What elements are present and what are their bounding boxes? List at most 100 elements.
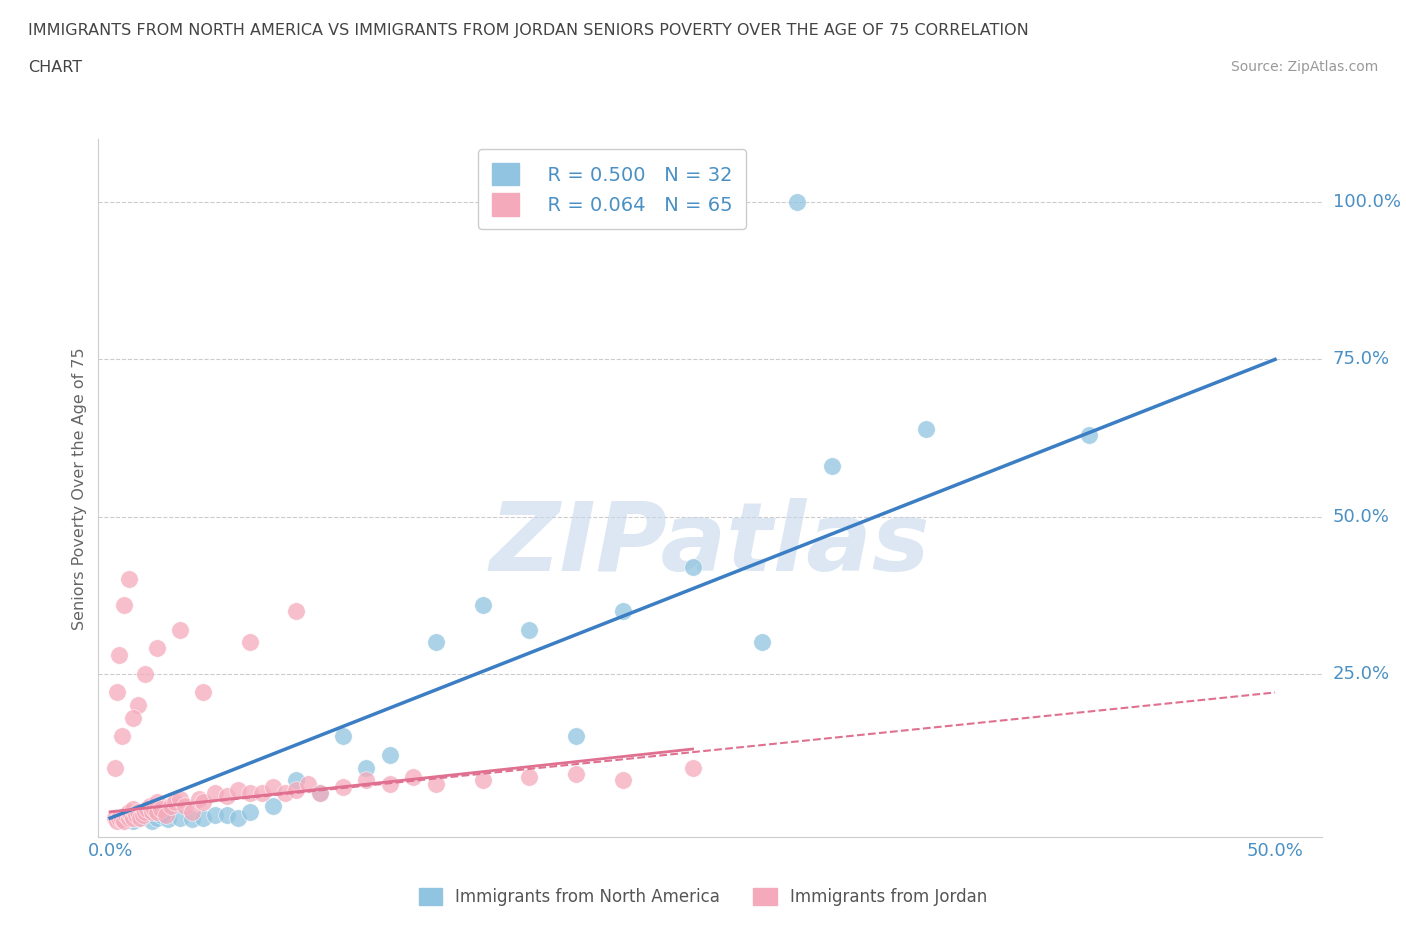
Point	[127, 811, 149, 826]
Point	[118, 572, 141, 587]
Point	[145, 811, 167, 826]
Point	[332, 779, 354, 794]
Point	[612, 604, 634, 618]
Point	[115, 807, 138, 822]
Point	[105, 685, 128, 700]
Point	[565, 729, 588, 744]
Point	[471, 597, 494, 612]
Point	[378, 777, 401, 791]
Point	[356, 761, 378, 776]
Point	[193, 795, 215, 810]
Text: ZIPatlas: ZIPatlas	[489, 498, 931, 591]
Point	[262, 779, 284, 794]
Point	[274, 786, 297, 801]
Point	[129, 811, 152, 826]
Point	[159, 798, 181, 813]
Point	[308, 786, 330, 801]
Point	[112, 597, 135, 612]
Point	[226, 811, 249, 826]
Point	[425, 777, 447, 791]
Point	[285, 604, 308, 618]
Point	[150, 807, 173, 822]
Point	[751, 635, 773, 650]
Point	[127, 804, 149, 819]
Y-axis label: Seniors Poverty Over the Age of 75: Seniors Poverty Over the Age of 75	[72, 347, 87, 630]
Point	[425, 635, 447, 650]
Text: CHART: CHART	[28, 60, 82, 75]
Point	[239, 635, 262, 650]
Point	[239, 804, 262, 819]
Point	[112, 814, 135, 829]
Point	[402, 770, 425, 785]
Point	[145, 641, 167, 656]
Point	[215, 789, 238, 804]
Legend:   R = 0.500   N = 32,   R = 0.064   N = 65: R = 0.500 N = 32, R = 0.064 N = 65	[478, 149, 747, 229]
Point	[134, 666, 156, 681]
Point	[134, 807, 156, 822]
Point	[118, 811, 141, 826]
Point	[111, 729, 134, 744]
Point	[356, 773, 378, 788]
Point	[193, 811, 215, 826]
Point	[127, 698, 149, 712]
Point	[786, 195, 808, 210]
Point	[193, 685, 215, 700]
Point	[332, 729, 354, 744]
Point	[204, 786, 226, 801]
Point	[285, 782, 308, 797]
Point	[612, 773, 634, 788]
Point	[682, 559, 704, 574]
Point	[122, 811, 145, 826]
Point	[239, 786, 262, 801]
Text: IMMIGRANTS FROM NORTH AMERICA VS IMMIGRANTS FROM JORDAN SENIORS POVERTY OVER THE: IMMIGRANTS FROM NORTH AMERICA VS IMMIGRA…	[28, 23, 1029, 38]
Point	[187, 791, 209, 806]
Point	[143, 802, 166, 817]
Point	[565, 766, 588, 781]
Point	[226, 782, 249, 797]
Point	[125, 807, 148, 822]
Point	[519, 622, 541, 637]
Point	[145, 795, 167, 810]
Point	[169, 622, 191, 637]
Point	[105, 814, 128, 829]
Point	[914, 421, 936, 436]
Point	[471, 773, 494, 788]
Point	[519, 770, 541, 785]
Point	[150, 802, 173, 817]
Point	[250, 786, 273, 801]
Point	[821, 458, 844, 473]
Point	[120, 807, 142, 822]
Point	[111, 812, 134, 827]
Point	[204, 807, 226, 822]
Point	[308, 786, 330, 801]
Point	[180, 804, 202, 819]
Point	[134, 804, 156, 819]
Text: 75.0%: 75.0%	[1333, 351, 1391, 368]
Text: 25.0%: 25.0%	[1333, 665, 1391, 683]
Point	[169, 791, 191, 806]
Point	[122, 802, 145, 817]
Point	[141, 804, 163, 819]
Point	[104, 811, 127, 826]
Point	[155, 807, 177, 822]
Point	[108, 811, 131, 826]
Point	[285, 773, 308, 788]
Point	[297, 777, 319, 791]
Point	[104, 761, 127, 776]
Point	[141, 814, 163, 829]
Point	[1077, 428, 1099, 443]
Point	[122, 711, 145, 725]
Text: 50.0%: 50.0%	[1333, 508, 1389, 525]
Point	[682, 761, 704, 776]
Point	[215, 807, 238, 822]
Point	[378, 748, 401, 763]
Point	[122, 814, 145, 829]
Point	[173, 798, 195, 813]
Point	[262, 798, 284, 813]
Point	[138, 798, 160, 813]
Legend: Immigrants from North America, Immigrants from Jordan: Immigrants from North America, Immigrant…	[412, 881, 994, 912]
Point	[157, 812, 180, 827]
Point	[169, 811, 191, 826]
Text: 100.0%: 100.0%	[1333, 193, 1400, 211]
Point	[145, 804, 167, 819]
